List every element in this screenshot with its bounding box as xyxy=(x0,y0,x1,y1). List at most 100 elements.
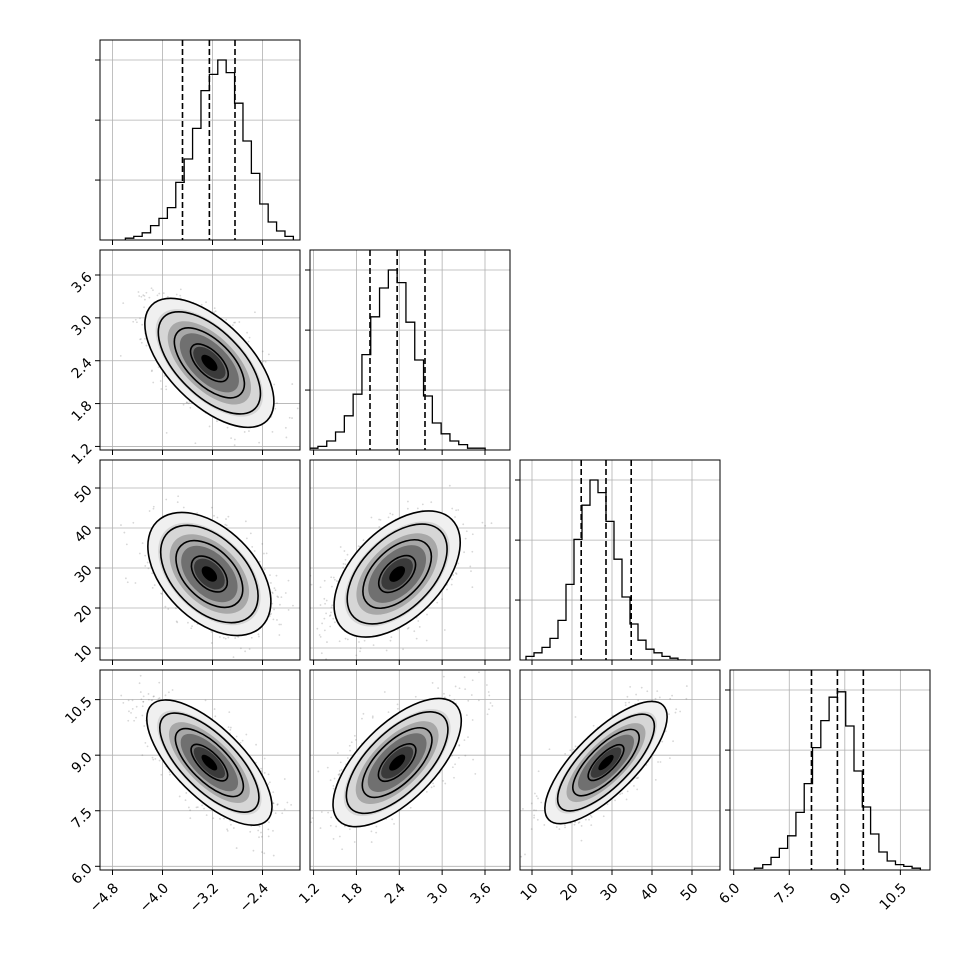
scatter-point xyxy=(138,291,140,293)
scatter-point xyxy=(457,563,459,565)
scatter-point xyxy=(154,584,156,586)
scatter-point xyxy=(135,582,137,584)
scatter-point xyxy=(343,550,345,552)
scatter-point xyxy=(291,383,293,385)
scatter-point xyxy=(342,567,344,569)
scatter-point xyxy=(340,546,342,548)
scatter-point xyxy=(276,575,278,577)
panel-2-1 xyxy=(292,460,510,665)
scatter-point xyxy=(141,342,143,344)
scatter-point xyxy=(176,294,178,296)
scatter-point xyxy=(153,508,155,510)
scatter-point xyxy=(132,321,134,323)
scatter-point xyxy=(157,294,159,296)
scatter-point xyxy=(274,587,276,589)
scatter-point xyxy=(165,388,167,390)
scatter-point xyxy=(274,408,276,410)
scatter-point xyxy=(139,317,141,319)
scatter-point xyxy=(347,554,349,556)
scatter-point xyxy=(147,562,149,564)
scatter-point xyxy=(205,301,207,303)
scatter-point xyxy=(326,600,328,602)
scatter-point xyxy=(268,354,270,356)
scatter-point xyxy=(327,660,329,662)
scatter-point xyxy=(408,627,410,629)
scatter-point xyxy=(324,603,326,605)
y-tick-label: 1.2 xyxy=(69,441,96,468)
scatter-point xyxy=(345,559,347,561)
scatter-point xyxy=(451,508,453,510)
scatter-point xyxy=(330,614,332,616)
scatter-point xyxy=(359,650,361,652)
scatter-point xyxy=(126,543,128,545)
scatter-point xyxy=(140,296,142,298)
panel-2-2 xyxy=(515,460,720,665)
scatter-point xyxy=(147,745,149,747)
scatter-point xyxy=(264,772,266,774)
scatter-point xyxy=(165,499,167,501)
scatter-point xyxy=(451,584,453,586)
scatter-point xyxy=(227,516,229,518)
scatter-point xyxy=(232,324,234,326)
scatter-point xyxy=(292,654,294,656)
scatter-point xyxy=(441,598,443,600)
scatter-point xyxy=(333,577,335,579)
scatter-point xyxy=(471,551,473,553)
scatter-point xyxy=(263,360,265,362)
scatter-point xyxy=(245,734,247,736)
panel-content xyxy=(119,658,292,856)
scatter-point xyxy=(152,382,154,384)
scatter-point xyxy=(258,836,260,838)
scatter-point xyxy=(323,618,325,620)
scatter-point xyxy=(417,508,419,510)
scatter-point xyxy=(292,605,294,607)
panel-content xyxy=(97,276,298,456)
scatter-point xyxy=(253,850,255,852)
scatter-point xyxy=(378,526,380,528)
scatter-point xyxy=(272,431,274,433)
scatter-point xyxy=(183,507,185,509)
scatter-point xyxy=(270,613,272,615)
scatter-point xyxy=(148,297,150,299)
scatter-point xyxy=(144,338,146,340)
scatter-point xyxy=(261,851,263,853)
scatter-point xyxy=(389,513,391,515)
scatter-point xyxy=(278,624,280,626)
panel-content xyxy=(120,489,310,667)
scatter-point xyxy=(266,552,268,554)
scatter-point xyxy=(160,380,162,382)
scatter-point xyxy=(209,426,211,428)
scatter-point xyxy=(276,402,278,404)
scatter-point xyxy=(248,430,250,432)
scatter-point xyxy=(326,641,328,643)
scatter-point xyxy=(122,702,124,704)
panel-0-0 xyxy=(95,40,300,245)
panel-1-0: 1.21.82.43.03.6 xyxy=(69,250,300,468)
scatter-point xyxy=(330,612,332,614)
scatter-point xyxy=(249,648,251,650)
scatter-point xyxy=(426,640,428,642)
scatter-point xyxy=(127,720,129,722)
scatter-point xyxy=(180,288,182,290)
scatter-point xyxy=(177,495,179,497)
scatter-point xyxy=(484,525,486,527)
scatter-point xyxy=(165,694,167,696)
scatter-point xyxy=(251,637,253,639)
scatter-point xyxy=(153,506,155,508)
scatter-point xyxy=(390,640,392,642)
scatter-point xyxy=(144,299,146,301)
scatter-point xyxy=(246,332,248,334)
scatter-point xyxy=(261,543,263,545)
scatter-point xyxy=(470,570,472,572)
scatter-point xyxy=(205,699,207,701)
scatter-point xyxy=(141,324,143,326)
scatter-point xyxy=(288,580,290,582)
scatter-point xyxy=(321,623,323,625)
scatter-point xyxy=(213,515,215,517)
scatter-point xyxy=(151,370,153,372)
scatter-point xyxy=(136,706,138,708)
scatter-point xyxy=(436,602,438,604)
scatter-point xyxy=(422,504,424,506)
scatter-point xyxy=(160,388,162,390)
scatter-point xyxy=(285,592,287,594)
